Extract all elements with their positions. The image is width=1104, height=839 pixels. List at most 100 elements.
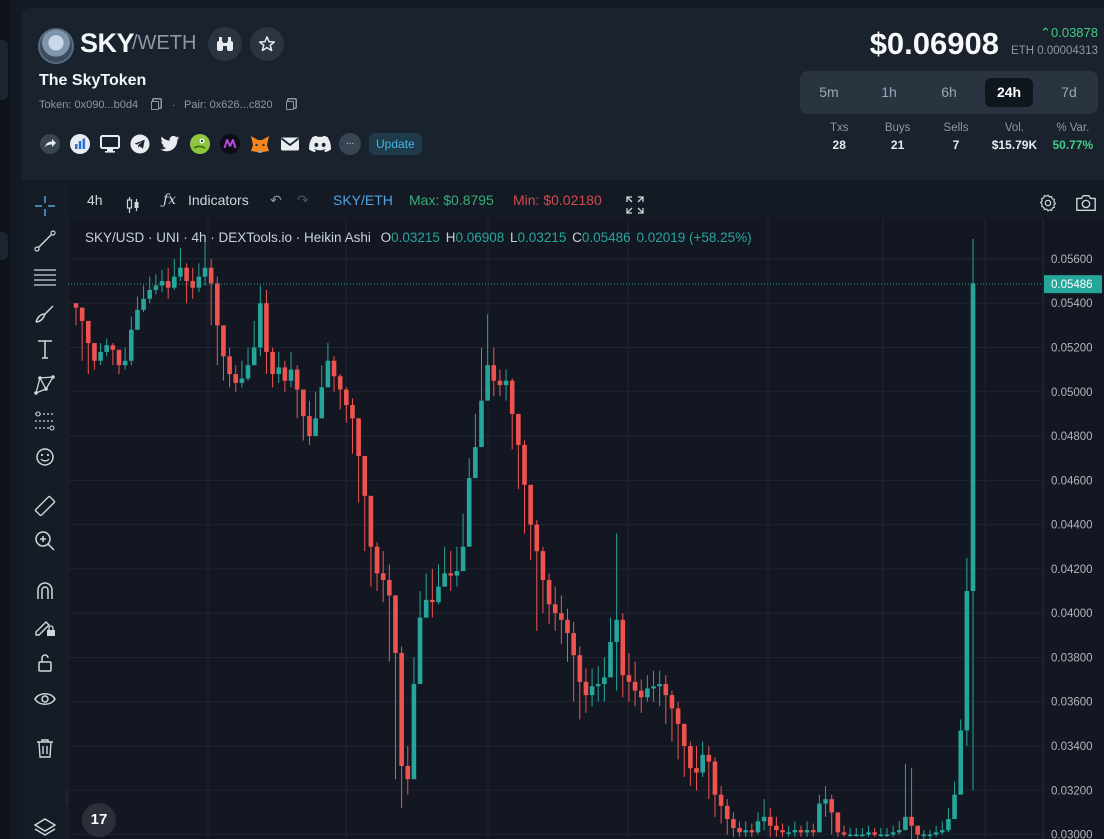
settings-button[interactable] (1038, 191, 1058, 212)
indicators-button[interactable]: Indicators (188, 192, 249, 208)
crosshair-icon (35, 196, 55, 216)
discord-link[interactable] (309, 133, 331, 155)
candle-body (632, 681, 638, 691)
binoculars-icon (217, 37, 233, 51)
fib-tool[interactable] (32, 264, 58, 290)
favorite-button[interactable] (250, 27, 284, 61)
candle-body (909, 816, 914, 826)
tradingview-logo[interactable]: 17 (82, 803, 116, 837)
snapshot-button[interactable] (1075, 191, 1097, 212)
candle-body (264, 303, 269, 352)
candle-body (872, 832, 877, 835)
copy-pair-icon[interactable] (285, 100, 294, 110)
trash-tool[interactable] (32, 735, 58, 761)
candle-body (552, 604, 558, 614)
text-tool[interactable] (32, 336, 58, 362)
chart-link-icon (70, 134, 90, 154)
candle-body (946, 819, 951, 831)
candle-body (952, 794, 957, 820)
y-tick-label: 0.03200 (1051, 785, 1093, 797)
magnet-tool[interactable] (32, 578, 58, 604)
candle-body (491, 365, 497, 381)
telegram-link[interactable] (129, 133, 151, 155)
trend-line-tool[interactable] (32, 228, 58, 254)
timeframe-6h[interactable]: 6h (941, 84, 957, 100)
candle-body (706, 754, 712, 762)
email-icon (280, 137, 300, 151)
candle-body (448, 573, 454, 576)
unlock-icon (38, 654, 52, 672)
candle-body (196, 276, 202, 288)
candle-body (675, 708, 681, 724)
address-separator: · (172, 100, 176, 111)
website-link[interactable] (99, 133, 121, 155)
panel-tab[interactable] (0, 232, 8, 260)
coingecko-link[interactable] (189, 133, 211, 155)
emoji-icon (36, 448, 54, 466)
share-icon (40, 134, 60, 154)
legend-o-label: O (380, 230, 392, 245)
panel-tab[interactable] (0, 40, 8, 100)
candle-body (466, 478, 472, 547)
undo-icon[interactable]: ↶ (270, 192, 282, 208)
candle-body (135, 309, 140, 330)
layers-tool[interactable] (32, 815, 58, 839)
candle-body (614, 619, 619, 642)
last-price-label: 0.05486 (1051, 279, 1093, 291)
aggregator-icon (220, 134, 240, 154)
y-tick-label: 0.05600 (1051, 254, 1093, 266)
brush-tool[interactable] (32, 300, 58, 326)
chart-canvas[interactable]: 0.05600 0.05400 0.05200 0.05000 0.04800 0.046… (68, 219, 1104, 839)
candle-body (165, 281, 171, 288)
y-tick-label: 0.05000 (1051, 387, 1093, 399)
legend-h-label: H (445, 230, 456, 245)
fx-icon[interactable]: ƒx (163, 192, 177, 208)
timeframe-7d[interactable]: 7d (1061, 84, 1077, 100)
candle-body (350, 405, 355, 419)
candle-body (380, 573, 386, 580)
candle-body (755, 821, 761, 833)
pattern-tool[interactable] (32, 372, 58, 398)
timeframe-24h[interactable]: 24h (985, 78, 1033, 107)
candle-body (847, 834, 853, 837)
ruler-tool[interactable] (32, 493, 58, 519)
copy-token-icon[interactable] (151, 100, 160, 110)
share-link[interactable] (39, 133, 61, 155)
stat-4: % Var. 50.77% (1044, 122, 1102, 152)
more-links-button[interactable]: ... (339, 133, 361, 155)
unlock-tool[interactable] (32, 650, 58, 676)
compare-button[interactable] (208, 27, 242, 61)
lock-drawing-tool[interactable] (32, 614, 58, 640)
interval-button[interactable]: 4h (87, 192, 103, 208)
candle-body (915, 825, 921, 835)
pair-label[interactable]: SKY/ETH (333, 192, 393, 208)
candle-body (325, 360, 331, 388)
eye-tool[interactable] (32, 686, 58, 712)
crosshair-tool[interactable] (32, 193, 58, 219)
candle-body (559, 613, 564, 620)
candle-body (509, 380, 515, 414)
email-link[interactable] (279, 133, 301, 155)
candle-body (374, 546, 380, 574)
candle-body (866, 832, 871, 835)
candle-body (804, 830, 810, 833)
aggregator-link[interactable] (219, 133, 241, 155)
price-chart[interactable]: 0.05600 0.05400 0.05200 0.05000 0.04800 0.046… (68, 219, 1104, 839)
timeframe-5m[interactable]: 5m (819, 84, 839, 100)
chart-link[interactable] (69, 133, 91, 155)
zoom-in-tool[interactable] (32, 528, 58, 554)
stat-value: 7 (952, 138, 960, 152)
candle-body (534, 524, 540, 552)
candle-body (98, 351, 103, 361)
fullscreen-button[interactable] (626, 192, 644, 214)
metamask-icon (251, 136, 269, 153)
update-button[interactable]: Update (369, 133, 422, 155)
timeframe-1h[interactable]: 1h (881, 84, 897, 100)
twitter-link[interactable] (159, 133, 181, 155)
emoji-tool[interactable] (32, 444, 58, 470)
y-tick-label: 0.03400 (1051, 741, 1093, 753)
candle-type-button[interactable] (126, 192, 140, 213)
metamask-link[interactable] (249, 133, 271, 155)
redo-icon[interactable]: ↷ (297, 192, 309, 208)
prediction-tool[interactable] (32, 408, 58, 434)
